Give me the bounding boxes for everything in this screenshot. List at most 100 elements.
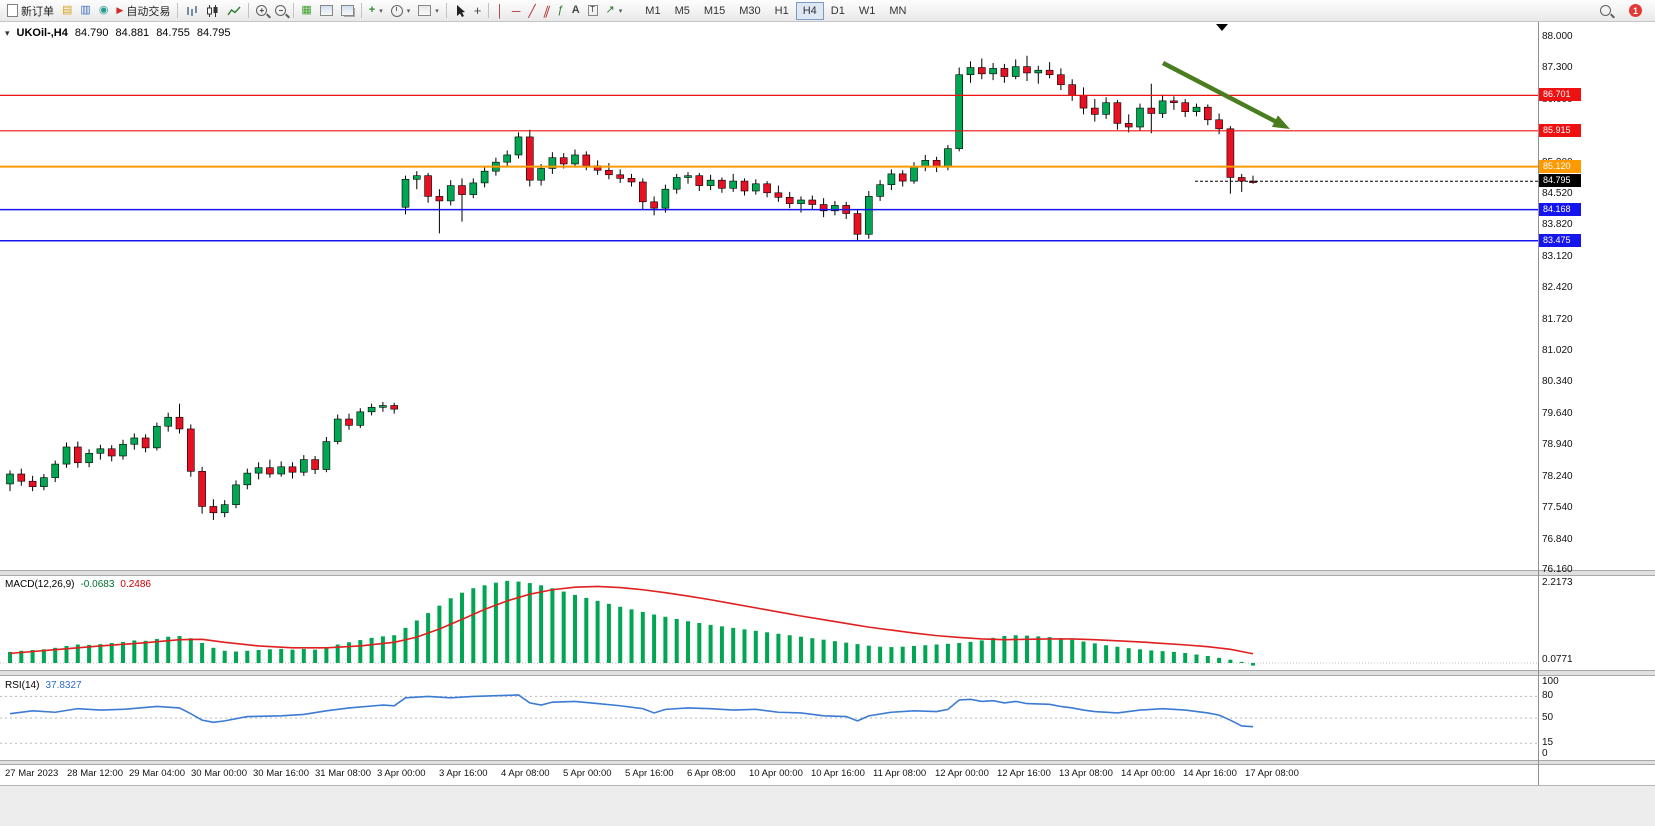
candle xyxy=(966,67,975,76)
autotrading-label: 自动交易 xyxy=(126,5,171,18)
chart-macd-splitter[interactable] xyxy=(0,570,1655,576)
macd-histogram-bar xyxy=(290,649,295,663)
fibonacci-tool-button[interactable]: ƒ xyxy=(554,1,568,21)
scroll-shift-marker[interactable] xyxy=(1216,24,1228,31)
candle xyxy=(412,175,421,180)
timeframe-button-m15[interactable]: M15 xyxy=(697,2,732,20)
text-tool-button[interactable]: A xyxy=(568,1,584,21)
candle xyxy=(571,154,579,165)
bar-chart-mode-button[interactable] xyxy=(181,1,202,21)
candlestick-mode-button[interactable] xyxy=(202,1,223,21)
timeframe-button-h4[interactable]: H4 xyxy=(795,1,824,20)
macd-histogram-bar xyxy=(121,641,125,663)
rsi-panel-header: RSI(14) 37.8327 xyxy=(5,680,82,691)
terminal-button[interactable]: ◉ xyxy=(95,1,113,21)
macd-signal-value: 0.2486 xyxy=(120,579,151,590)
trendline-tool-button[interactable]: ╱ xyxy=(524,1,539,21)
macd-histogram-bar xyxy=(1070,639,1075,663)
candle xyxy=(266,467,274,475)
candle xyxy=(1079,95,1088,109)
candle xyxy=(1068,84,1076,96)
autotrading-button[interactable]: ▶ 自动交易 xyxy=(112,1,174,21)
macd-histogram-bar xyxy=(256,650,261,663)
macd-signal-line xyxy=(9,585,1254,655)
macd-histogram-bar xyxy=(460,592,464,663)
macd-histogram-bar xyxy=(1138,649,1142,663)
price-axis-divider xyxy=(1538,22,1539,785)
macd-rsi-splitter[interactable] xyxy=(0,670,1655,676)
macd-histogram-bar xyxy=(335,644,340,663)
text-label-tool-button[interactable]: T xyxy=(584,1,602,21)
cursor-button[interactable] xyxy=(450,1,470,21)
periods-button[interactable]: ▾ xyxy=(387,1,415,21)
macd-histogram-bar xyxy=(75,644,80,663)
rsi-value: 37.8327 xyxy=(45,680,82,691)
timeframe-button-h1[interactable]: H1 xyxy=(768,2,796,20)
rsi-timeaxis-splitter[interactable] xyxy=(0,760,1655,765)
new-order-button[interactable]: 新订单 xyxy=(3,1,58,21)
macd-histogram-bar xyxy=(595,600,600,663)
trend-arrow[interactable] xyxy=(1161,61,1283,127)
candle xyxy=(582,154,591,167)
crosshair-button[interactable]: + xyxy=(470,1,486,21)
candle xyxy=(1158,100,1167,114)
channel-tool-button[interactable]: ∥ xyxy=(540,1,554,21)
tile-windows-button[interactable]: ▦ xyxy=(297,1,315,21)
candle xyxy=(729,180,738,189)
line-chart-mode-button[interactable] xyxy=(223,1,245,21)
chart-symbol-header: ▾ UKOil-,H4 84.790 84.881 84.755 84.795 xyxy=(5,27,231,39)
macd-histogram-bar xyxy=(347,642,351,663)
candle xyxy=(955,74,964,149)
notification-badge[interactable]: 1 xyxy=(1629,4,1642,17)
search-button[interactable] xyxy=(1596,1,1615,21)
macd-histogram-bar xyxy=(821,639,826,663)
candle xyxy=(220,504,229,514)
macd-histogram-bar xyxy=(98,644,103,663)
macd-histogram-bar xyxy=(731,627,736,663)
macd-histogram-bar xyxy=(516,581,521,663)
bottom-bar xyxy=(0,785,1655,826)
cascade-windows-button[interactable] xyxy=(337,1,358,21)
shapes-tool-button[interactable]: ↗ ▾ xyxy=(602,1,627,21)
candle xyxy=(537,168,545,181)
new-chart-button[interactable]: + ▾ xyxy=(365,1,387,21)
vertical-line-tool-button[interactable]: │ xyxy=(492,1,508,21)
timeframe-button-m30[interactable]: M30 xyxy=(732,2,767,20)
candle xyxy=(107,448,116,457)
candle xyxy=(638,181,647,203)
timeframe-button-d1[interactable]: D1 xyxy=(824,2,852,20)
template-button[interactable]: ▾ xyxy=(414,1,443,21)
toolbar-separator xyxy=(248,3,250,18)
one-click-collapse-icon[interactable]: ▾ xyxy=(5,27,10,38)
macd-histogram-bar xyxy=(8,651,12,663)
candle xyxy=(322,441,331,470)
zoom-out-button[interactable]: − xyxy=(271,1,290,21)
timeframe-button-m5[interactable]: M5 xyxy=(668,2,697,20)
navigator-icon: ▥ xyxy=(80,4,91,16)
template-icon xyxy=(418,5,432,16)
macd-histogram-bar xyxy=(403,627,408,663)
macd-histogram-bar xyxy=(550,588,555,663)
trendline-icon: ╱ xyxy=(528,3,536,18)
candle xyxy=(254,467,263,474)
horizontal-line-icon: ─ xyxy=(511,3,521,18)
zoom-in-button[interactable]: + xyxy=(252,1,271,21)
candle xyxy=(684,175,692,178)
timeframe-button-m1[interactable]: M1 xyxy=(638,2,667,20)
candle xyxy=(141,437,150,449)
candle xyxy=(910,166,918,182)
arrange-windows-button[interactable] xyxy=(316,1,337,21)
macd-histogram-bar xyxy=(1160,651,1165,663)
timeframe-button-mn[interactable]: MN xyxy=(882,2,913,20)
macd-histogram-bar xyxy=(934,644,939,663)
macd-histogram-bar xyxy=(697,623,702,663)
macd-histogram-bar xyxy=(708,624,713,663)
horizontal-line-tool-button[interactable]: ─ xyxy=(508,1,525,21)
zoom-out-icon: − xyxy=(275,5,287,16)
timeframe-button-w1[interactable]: W1 xyxy=(852,2,883,20)
candle xyxy=(424,175,432,197)
macd-histogram-bar xyxy=(640,611,645,663)
market-watch-button[interactable]: ▤ xyxy=(58,1,76,21)
navigator-button[interactable]: ▥ xyxy=(76,1,94,21)
